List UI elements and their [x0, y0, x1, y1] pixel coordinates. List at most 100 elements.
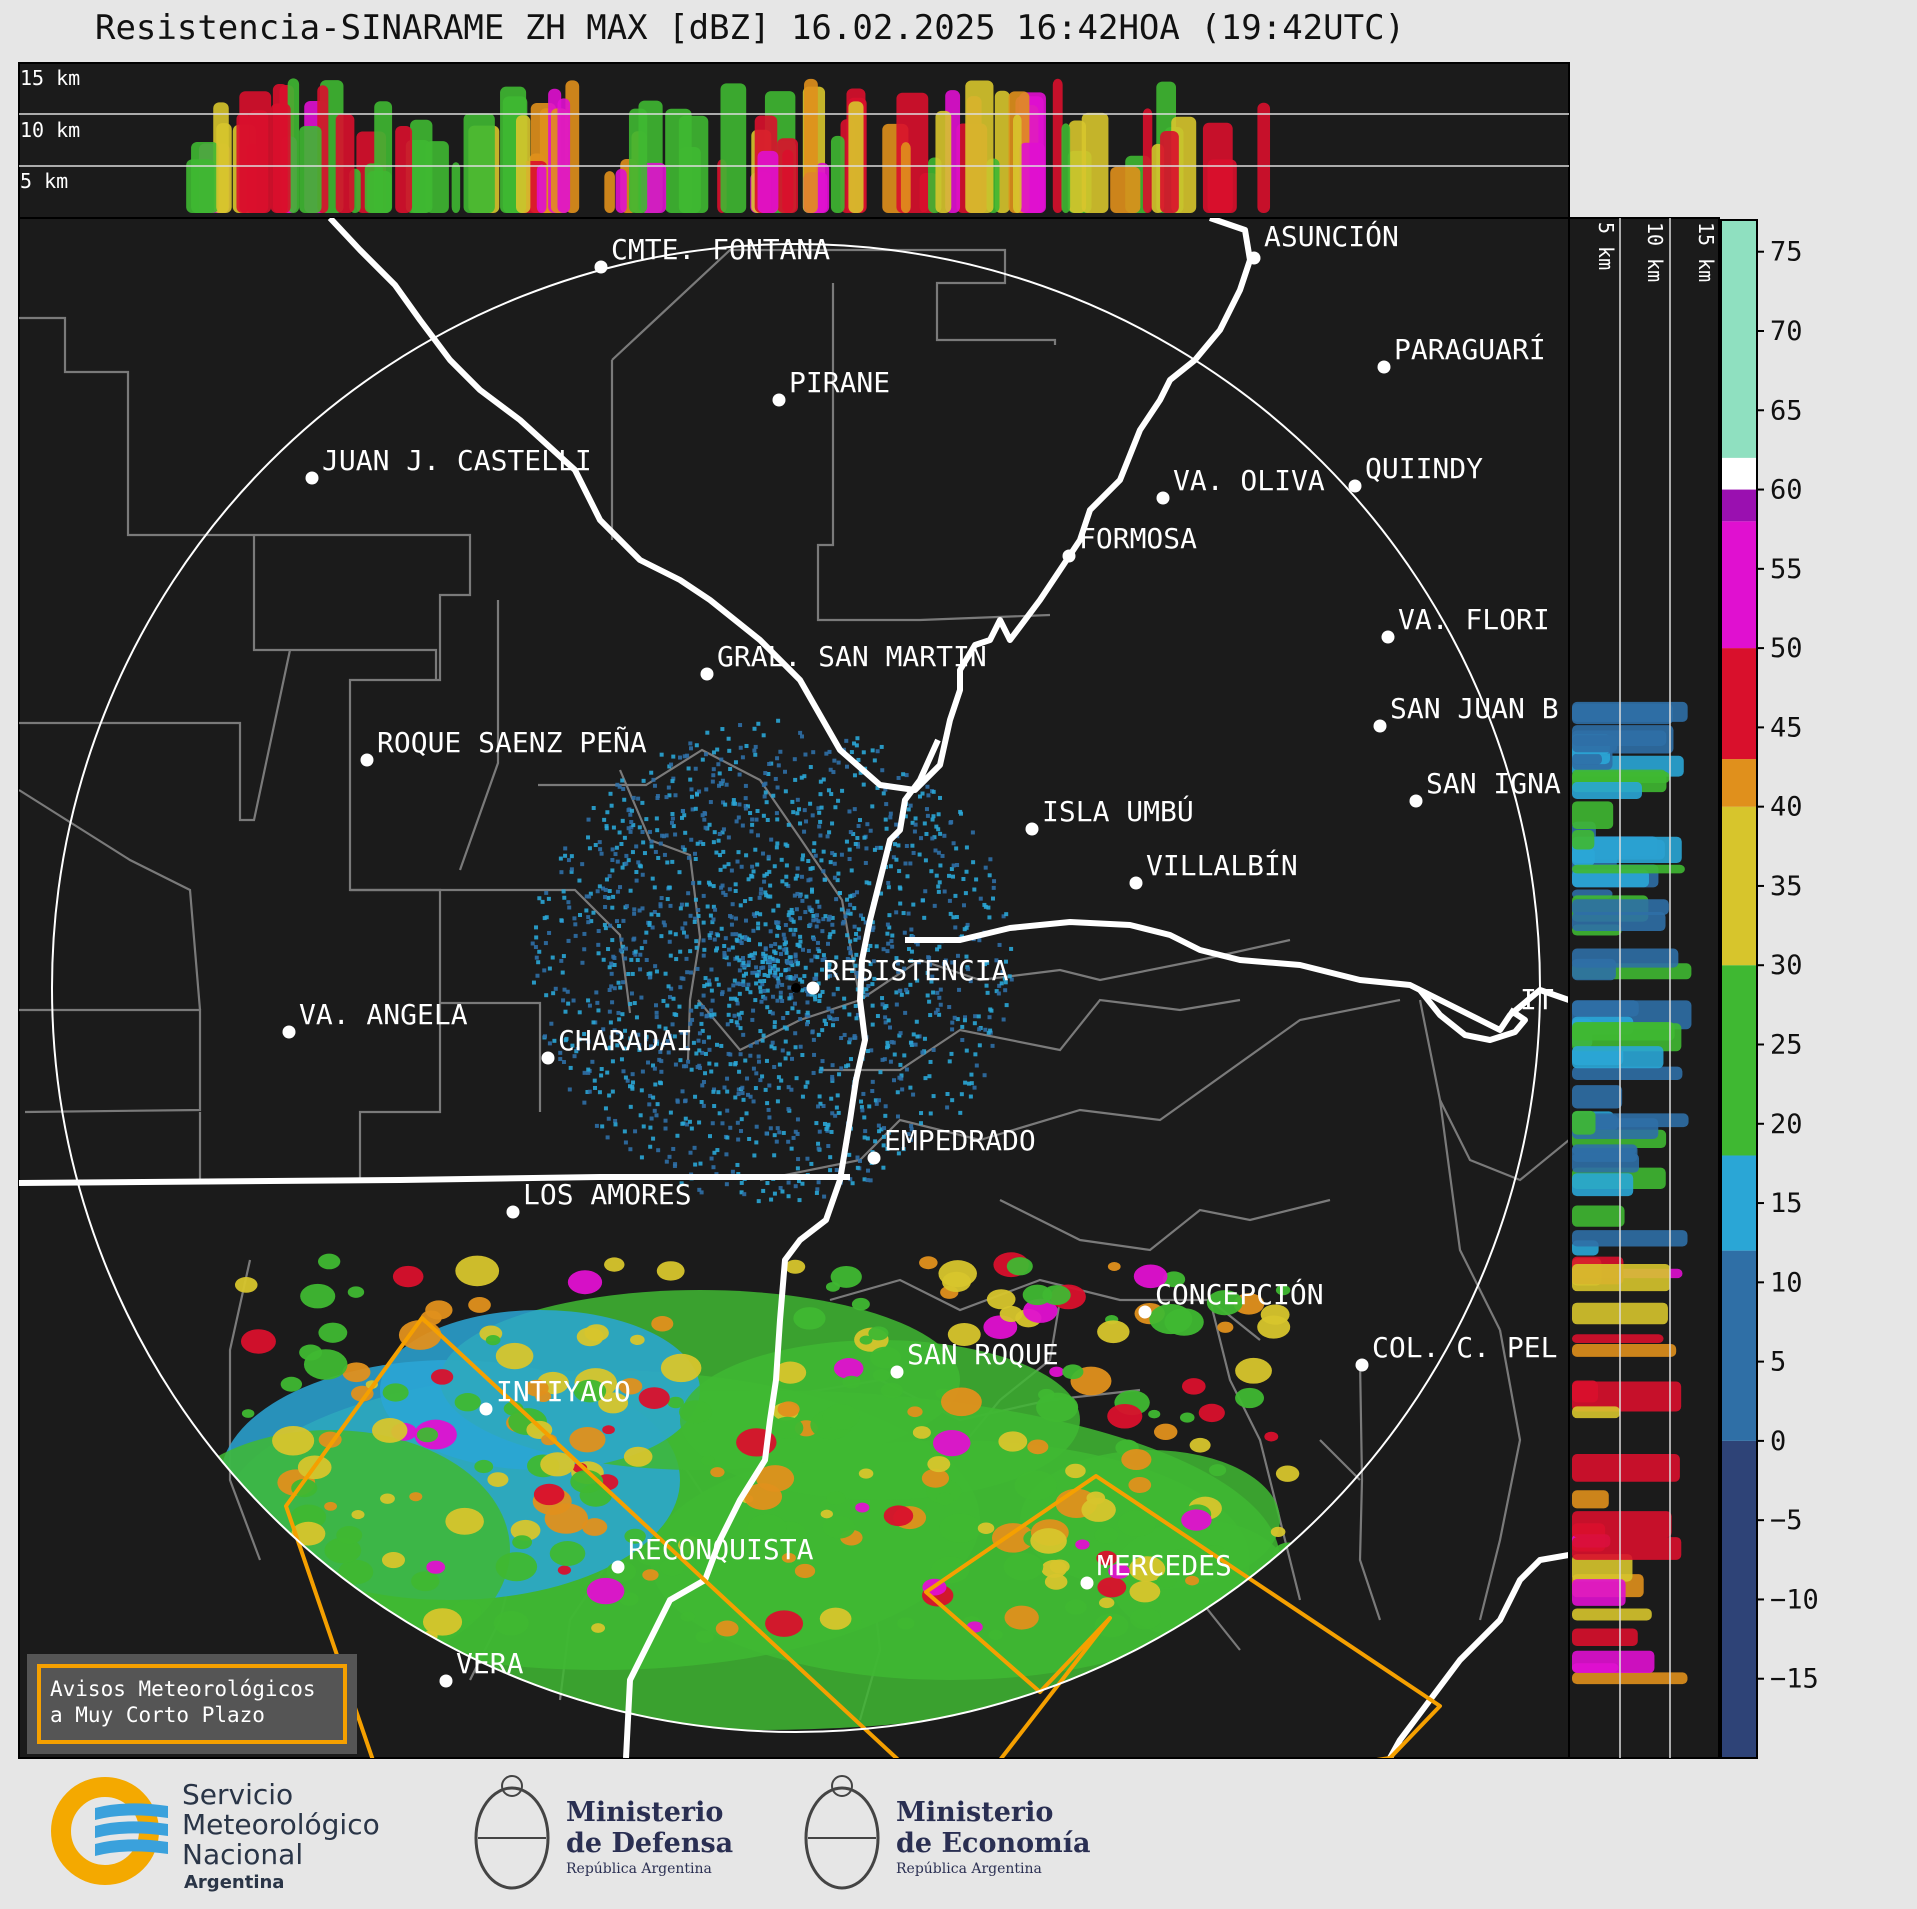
echo-cell	[883, 1104, 888, 1109]
echo-cell	[747, 1513, 787, 1541]
echo-cell	[991, 1523, 1035, 1553]
echo-cell	[604, 1257, 625, 1272]
echo-cell	[628, 1104, 633, 1109]
echo-cell	[754, 1124, 759, 1129]
echo-cell	[968, 979, 973, 984]
echo-cell	[894, 956, 899, 961]
echo-cell	[707, 822, 712, 827]
echo-cell	[604, 824, 609, 829]
echo-cell	[725, 1022, 730, 1027]
echo-cell	[614, 919, 619, 924]
echo-cell	[608, 791, 613, 796]
echo-cell	[786, 1107, 791, 1112]
echo-cell	[707, 1061, 712, 1066]
echo-cell	[1257, 1315, 1291, 1339]
echo-cell	[638, 967, 643, 972]
echo-cell	[702, 947, 707, 952]
echo-cell	[607, 874, 612, 879]
echo-cell	[629, 991, 634, 996]
echo-column	[1572, 1153, 1640, 1173]
echo-cell	[651, 1063, 656, 1068]
city-label: LOS AMORES	[523, 1178, 692, 1211]
echo-cell	[587, 1003, 592, 1008]
echo-cell	[714, 850, 719, 855]
echo-cell	[552, 1038, 557, 1043]
echo-cell	[942, 889, 947, 894]
echo-cell	[773, 974, 778, 979]
defensa-line3: República Argentina	[566, 1861, 712, 1877]
echo-cell	[899, 992, 904, 997]
echo-cell	[925, 813, 930, 818]
echo-cell	[855, 1165, 860, 1170]
echo-cell	[689, 1126, 694, 1131]
echo-cell	[647, 829, 652, 834]
echo-cell	[855, 1502, 870, 1513]
echo-cell	[561, 1059, 566, 1064]
echo-cell	[722, 944, 727, 949]
echo-cell	[694, 1004, 699, 1009]
echo-cell	[785, 843, 790, 848]
echo-cell	[882, 1126, 887, 1131]
echo-cell	[651, 777, 656, 782]
echo-cell	[875, 1014, 880, 1019]
echo-cell	[796, 1009, 801, 1014]
echo-cell	[602, 1425, 615, 1435]
echo-cell	[625, 1078, 630, 1083]
echo-cell	[694, 939, 699, 944]
echo-cell	[854, 970, 859, 975]
echo-cell	[820, 967, 825, 972]
echo-cell	[1275, 1285, 1291, 1296]
echo-cell	[961, 877, 966, 882]
echo-cell	[798, 1017, 803, 1022]
echo-cell	[729, 915, 734, 920]
echo-cell	[605, 1070, 610, 1075]
echo-cell	[911, 1032, 916, 1037]
echo-cell	[790, 911, 795, 916]
echo-cell	[740, 823, 745, 828]
echo-cell	[779, 857, 784, 862]
echo-cell	[537, 949, 542, 954]
echo-cell	[949, 1051, 954, 1056]
echo-cell	[586, 817, 591, 822]
echo-cell	[932, 1430, 971, 1457]
echo-cell	[905, 874, 910, 879]
echo-cell	[700, 1050, 705, 1055]
warnings-legend[interactable]: Avisos Meteorológicos a Muy Corto Plazo	[27, 1654, 357, 1754]
echo-cell	[763, 996, 768, 1001]
echo-cell	[881, 1165, 886, 1170]
economia-line3: República Argentina	[896, 1861, 1042, 1877]
echo-cell	[656, 912, 661, 917]
echo-cell	[891, 855, 896, 860]
echo-cell	[779, 1078, 784, 1083]
echo-cell	[935, 947, 940, 952]
echo-cell	[785, 1011, 790, 1016]
echo-cell	[775, 976, 780, 981]
echo-cell	[1270, 1526, 1286, 1538]
echo-cell	[723, 802, 728, 807]
echo-cell	[775, 756, 780, 761]
echo-cell	[767, 1083, 772, 1088]
echo-cell	[778, 952, 783, 957]
echo-cell	[948, 820, 953, 825]
echo-cell	[817, 810, 822, 815]
echo-cell	[767, 959, 772, 964]
echo-cell	[858, 1158, 863, 1163]
echo-cell	[1133, 1264, 1168, 1289]
echo-cell	[814, 972, 819, 977]
echo-cell	[710, 1121, 715, 1126]
echo-cell	[617, 784, 622, 789]
echo-cell	[1129, 1607, 1162, 1630]
echo-cell	[848, 1177, 853, 1182]
echo-cell	[1204, 1544, 1225, 1559]
echo-cell	[291, 1521, 326, 1546]
echo-cell	[982, 1073, 987, 1078]
echo-column	[1061, 123, 1071, 213]
echo-cell	[644, 817, 649, 822]
echo-cell	[881, 947, 886, 952]
echo-cell	[874, 944, 879, 949]
echo-column	[335, 114, 355, 213]
echo-cell	[1003, 1552, 1044, 1581]
echo-cell	[925, 784, 930, 789]
echo-cell	[964, 869, 969, 874]
echo-column	[536, 164, 547, 213]
